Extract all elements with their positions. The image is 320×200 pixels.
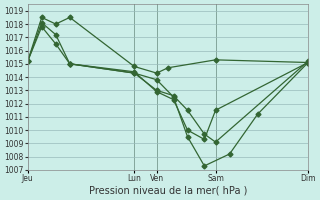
X-axis label: Pression niveau de la mer( hPa ): Pression niveau de la mer( hPa )	[89, 186, 247, 196]
